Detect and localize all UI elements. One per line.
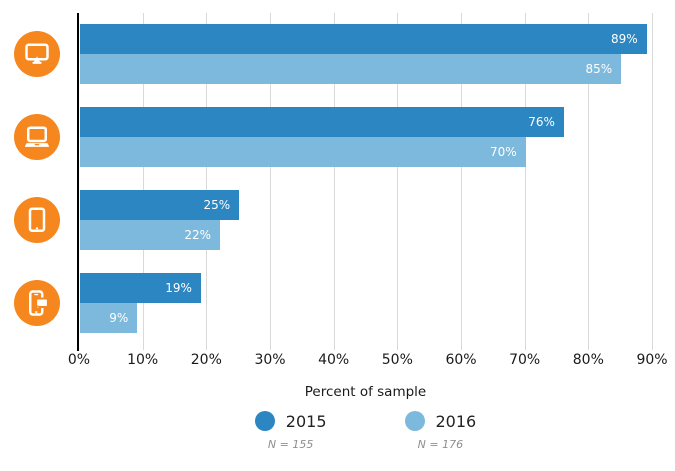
gridline-30% [270,13,271,350]
legend: 2015 N = 155 2016 N = 176 [79,411,652,451]
bar-value-label: 19% [165,281,192,295]
x-tick-label-50%: 50% [381,352,413,368]
x-tick-label-0%: 0% [67,352,91,368]
legend-sample-size: N = 176 [417,438,464,451]
gridline-70% [525,13,526,350]
x-tick-label-10%: 10% [127,352,159,368]
legend-swatch-2015 [254,411,275,431]
gridline-80% [588,13,589,350]
x-axis-title: Percent of sample [304,384,427,400]
legend-item-2015: 2015 N = 155 [254,411,327,451]
x-tick-label-30%: 30% [254,352,286,368]
x-tick-label-90%: 90% [636,352,668,368]
bar-2016-smartphone: 9% [80,303,138,333]
bar-2016-desktop-computer: 85% [80,54,622,84]
x-tick-label-80%: 80% [572,352,604,368]
bar-value-label: 9% [109,311,129,325]
bar-2016-tablet: 22% [80,220,221,250]
gridline-40% [334,13,335,350]
legend-item-2016: 2016 N = 176 [404,411,477,451]
legend-sample-size: N = 155 [267,438,314,451]
x-tick-label-40%: 40% [318,352,350,368]
desktop-monitor-icon [14,31,60,77]
bar-value-label: 25% [203,198,231,212]
bar-value-label: 89% [610,32,638,46]
bar-2015-laptop: 76% [80,107,564,137]
smartphone-chat-icon [14,280,60,326]
bar-2015-tablet: 25% [80,190,240,220]
legend-swatch-2016 [404,411,425,431]
x-tick-label-20%: 20% [190,352,222,368]
y-axis-line [77,13,79,351]
plot-area: 89% 85% 76% 70% 25% 22% 19% 9% [79,13,653,350]
bar-value-label: 76% [528,115,555,129]
gridline-10% [143,13,144,350]
bar-2016-laptop: 70% [80,137,526,167]
x-tick-label-70%: 70% [509,352,541,368]
bar-value-label: 22% [184,228,212,242]
tablet-icon [14,197,60,243]
gridline-60% [461,13,462,350]
bar-2015-smartphone: 19% [80,273,201,303]
legend-label: 2015 [285,411,327,431]
x-tick-label-60%: 60% [445,352,477,368]
laptop-icon [14,114,60,160]
bar-value-label: 85% [585,62,613,76]
bar-2015-desktop-computer: 89% [80,24,647,54]
gridline-90% [652,13,653,350]
gridline-50% [397,13,398,350]
bar-value-label: 70% [489,145,517,159]
gridline-20% [206,13,207,350]
legend-label: 2016 [435,411,477,431]
